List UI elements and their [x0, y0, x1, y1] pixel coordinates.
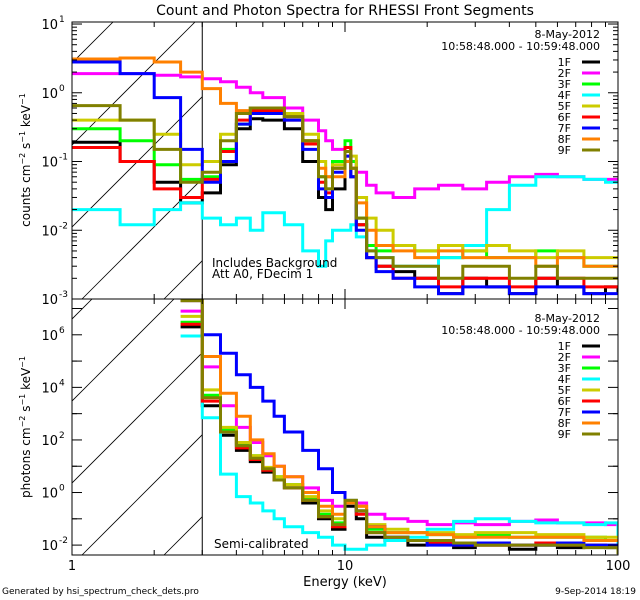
legend-label: 8F — [558, 133, 571, 146]
y-tick-exponent: -2 — [59, 221, 68, 231]
y-tick-label: 10 — [41, 293, 58, 308]
y-axis-label: photons cm−2 s−1 keV−1 — [18, 356, 33, 498]
annotation-text: Semi-calibrated — [214, 537, 309, 551]
legend-label: 6F — [558, 111, 571, 124]
y-tick-exponent: 2 — [59, 431, 65, 441]
y-tick-label: 10 — [41, 539, 58, 554]
x-tick-label: 100 — [606, 559, 631, 574]
y-tick-exponent: -3 — [59, 290, 68, 300]
y-tick-exponent: 4 — [59, 378, 65, 388]
series-group — [72, 56, 618, 296]
hatched-region — [72, 22, 203, 299]
y-tick-exponent: -2 — [59, 536, 68, 546]
legend-label: 9F — [558, 428, 571, 441]
x-tick-label: 10 — [337, 559, 354, 574]
y-tick-exponent: -1 — [59, 153, 68, 163]
hatch-line — [72, 22, 196, 146]
y-tick-label: 10 — [41, 224, 58, 239]
legend-label: 6F — [558, 395, 571, 408]
hatch-line — [72, 299, 175, 402]
y-tick-exponent: 6 — [59, 326, 65, 336]
time-range-label: 10:58:48.000 - 10:59:48.000 — [441, 324, 600, 337]
hatch-line — [81, 434, 203, 555]
y-tick-label: 10 — [41, 156, 58, 171]
footer-generated-by: Generated by hsi_spectrum_check_dets.pro — [2, 587, 199, 597]
legend-label: 1F — [558, 340, 571, 353]
date-label: 8-May-2012 — [535, 28, 600, 41]
legend-label: 3F — [558, 362, 571, 375]
legend-label: 8F — [558, 417, 571, 430]
y-tick-label: 10 — [41, 18, 58, 33]
y-axis-label: counts cm−2 s−1 keV−1 — [18, 93, 33, 227]
hatch-line — [72, 352, 203, 484]
legend-label: 2F — [558, 351, 571, 364]
time-range-label: 10:58:48.000 - 10:59:48.000 — [441, 40, 600, 53]
legend-label: 7F — [558, 406, 571, 419]
hatched-region — [72, 299, 203, 555]
x-axis-label: Energy (keV) — [303, 575, 387, 590]
series-9F — [72, 104, 618, 280]
legend-label: 7F — [558, 122, 571, 135]
y-tick-exponent: 1 — [59, 15, 65, 25]
y-tick-label: 10 — [41, 434, 58, 449]
y-tick-label: 10 — [41, 87, 58, 102]
legend-label: 3F — [558, 78, 571, 91]
legend-label: 5F — [558, 384, 571, 397]
y-tick-exponent: 0 — [59, 484, 65, 494]
series-8F — [180, 299, 618, 542]
figure-title: Count and Photon Spectra for RHESSI Fron… — [156, 3, 534, 19]
footer-timestamp: 9-Sep-2014 18:19 — [555, 587, 636, 597]
series-group — [180, 299, 618, 555]
legend-label: 4F — [558, 373, 571, 386]
hatch-line — [81, 178, 203, 299]
annotation-text: Includes Background — [212, 256, 337, 270]
y-tick-label: 10 — [41, 487, 58, 502]
y-tick-exponent: 0 — [59, 84, 65, 94]
legend-label: 1F — [558, 56, 571, 69]
y-tick-label: 10 — [41, 381, 58, 396]
legend-label: 4F — [558, 89, 571, 102]
legend-label: 2F — [558, 67, 571, 80]
y-tick-label: 10 — [41, 329, 58, 344]
series-4F — [180, 334, 618, 553]
legend-label: 5F — [558, 100, 571, 113]
x-tick-label: 1 — [68, 559, 76, 574]
annotation-text: Att A0, FDecim 1 — [212, 267, 313, 281]
date-label: 8-May-2012 — [535, 312, 600, 325]
legend-label: 9F — [558, 144, 571, 157]
series-4F — [72, 175, 618, 268]
hatch-line — [72, 96, 203, 228]
series-9F — [180, 299, 618, 555]
